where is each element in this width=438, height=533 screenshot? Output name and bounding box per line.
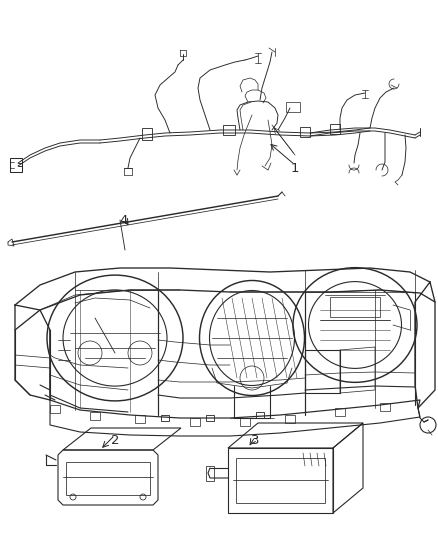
- Bar: [240, 418, 250, 426]
- Bar: [330, 297, 380, 317]
- Bar: [256, 412, 264, 418]
- Bar: [335, 408, 345, 416]
- Bar: [135, 415, 145, 423]
- Bar: [223, 125, 235, 135]
- Bar: [380, 403, 390, 411]
- Text: 4: 4: [120, 214, 128, 227]
- Bar: [206, 415, 214, 421]
- Bar: [50, 405, 60, 413]
- Bar: [190, 418, 200, 426]
- Bar: [90, 412, 100, 420]
- Bar: [286, 102, 300, 112]
- Bar: [142, 128, 152, 140]
- Text: 3: 3: [251, 433, 259, 447]
- Bar: [206, 466, 214, 481]
- Bar: [300, 127, 310, 137]
- Bar: [330, 124, 340, 134]
- Bar: [285, 415, 295, 423]
- Text: 1: 1: [291, 161, 299, 174]
- Bar: [66, 462, 150, 495]
- Bar: [236, 458, 325, 503]
- Text: 2: 2: [111, 433, 119, 447]
- Bar: [161, 415, 169, 421]
